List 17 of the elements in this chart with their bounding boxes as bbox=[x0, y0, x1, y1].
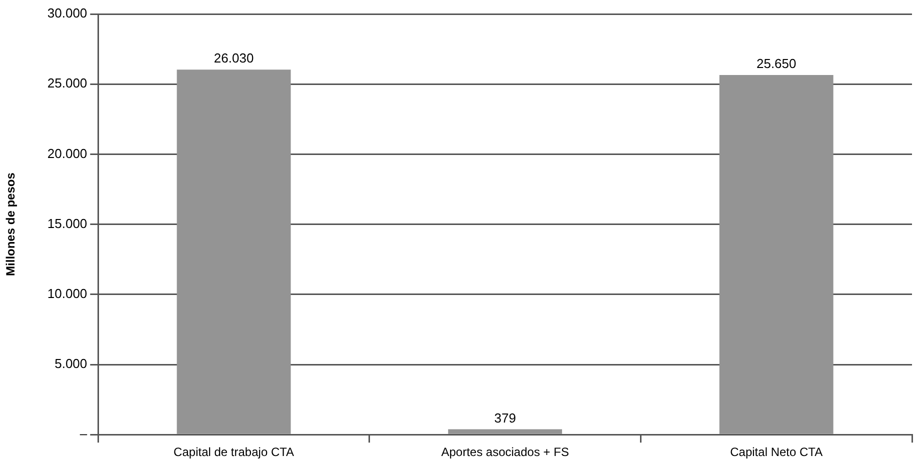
y-axis-title: Millones de pesos bbox=[4, 172, 18, 276]
y-tick-label: – bbox=[80, 426, 88, 442]
y-tick-label: 15.000 bbox=[47, 216, 88, 231]
y-tick-label: 10.000 bbox=[47, 286, 88, 301]
x-tick-label: Aportes asociados + FS bbox=[441, 445, 569, 460]
y-tick-label: 25.000 bbox=[47, 76, 88, 91]
bar bbox=[448, 429, 562, 434]
x-tick-label: Capital de trabajo CTA bbox=[174, 445, 294, 460]
y-tick-label: 20.000 bbox=[47, 146, 88, 161]
y-tick-label: 5.000 bbox=[54, 356, 88, 372]
y-tick-label: 30.000 bbox=[47, 6, 88, 21]
bar bbox=[176, 70, 291, 434]
x-tick-label: Capital Neto CTA bbox=[730, 445, 823, 460]
bar bbox=[719, 74, 834, 434]
data-label: 26.030 bbox=[214, 50, 254, 66]
data-label: 379 bbox=[494, 410, 516, 426]
data-label: 25.650 bbox=[756, 56, 796, 72]
